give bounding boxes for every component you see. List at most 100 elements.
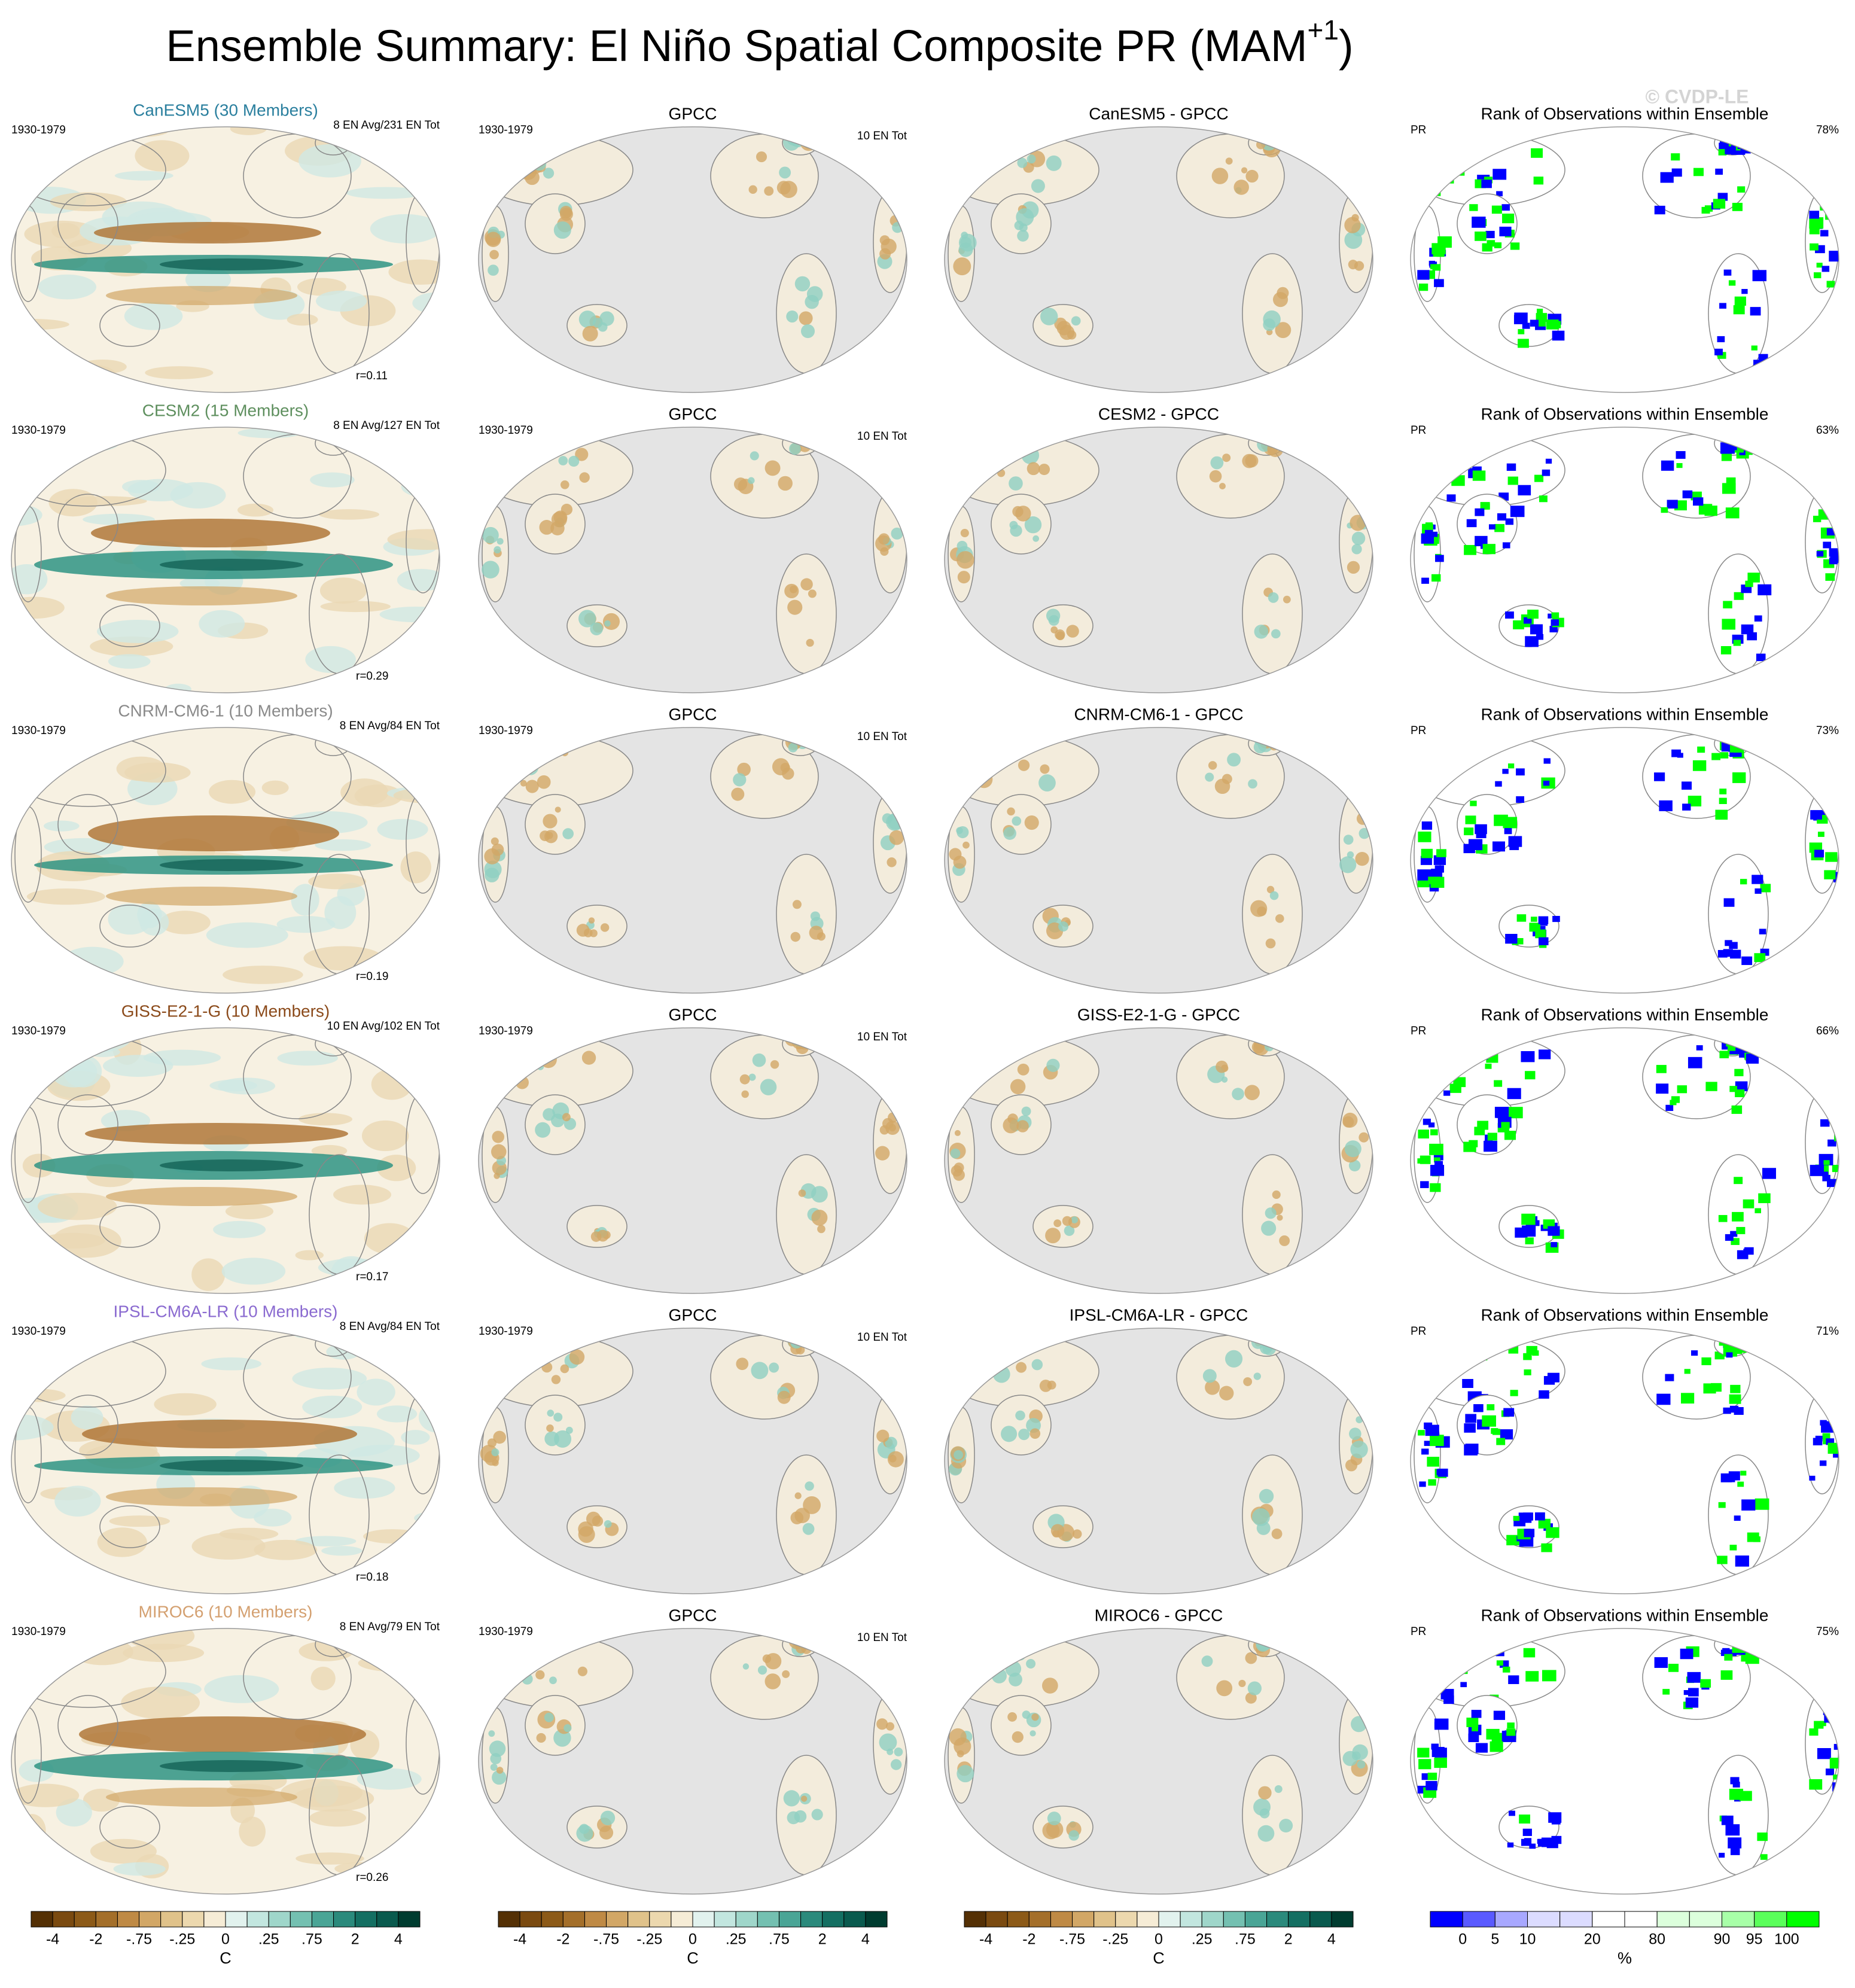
colorbar-label: 2	[818, 1931, 827, 1948]
rank-cell	[1505, 611, 1514, 619]
pattern-correlation: r=0.11	[356, 370, 388, 382]
rank-cell	[1421, 1773, 1430, 1780]
rank-cell	[1668, 1664, 1679, 1672]
diff-title: GISS-E2-1-G - GPCC	[1077, 1005, 1240, 1024]
anomaly-patch	[309, 1809, 367, 1827]
rank-cell	[1737, 436, 1750, 447]
anomaly-patch	[121, 1686, 200, 1719]
land	[57, 1695, 118, 1756]
land-anomaly	[803, 1496, 821, 1514]
rank-cell	[1740, 1636, 1747, 1641]
land-anomaly	[491, 1144, 507, 1159]
rank-cell	[1473, 1404, 1484, 1412]
land-anomaly	[482, 561, 499, 579]
title-main: Ensemble Summary: El Niño Spatial Compos…	[166, 21, 1307, 71]
rank-cell	[1717, 336, 1725, 343]
map	[1411, 1328, 1839, 1594]
colorbar-box	[1494, 1911, 1528, 1928]
land	[525, 1695, 586, 1756]
rank-cell	[1429, 1143, 1443, 1155]
land-anomaly	[880, 547, 889, 556]
anomaly-patch	[326, 1633, 392, 1649]
colorbar-label: .25	[258, 1931, 279, 1948]
rank-cell	[1817, 832, 1824, 837]
land-anomaly	[1350, 1441, 1368, 1459]
map	[11, 1028, 440, 1293]
pattern-correlation: r=0.26	[356, 1871, 388, 1884]
land-anomaly	[1219, 483, 1226, 489]
colorbar-box	[1072, 1911, 1095, 1928]
rank-cell	[1733, 640, 1741, 646]
colorbar-box	[1266, 1911, 1289, 1928]
land-anomaly	[794, 276, 811, 292]
land-anomaly	[750, 451, 759, 461]
land-anomaly	[876, 1429, 890, 1442]
land-anomaly	[794, 1508, 810, 1524]
anomaly-patch	[225, 1203, 274, 1220]
anomaly-patch	[230, 127, 267, 135]
anomaly-patch	[25, 1270, 52, 1293]
anomaly-patch	[118, 127, 171, 137]
colorbar-box	[31, 1911, 53, 1928]
rank-cell	[1508, 1107, 1523, 1119]
rank-cell	[1485, 230, 1495, 239]
land-anomaly	[1026, 1658, 1036, 1669]
land-anomaly	[536, 1733, 546, 1743]
colorbar-label: 4	[394, 1931, 403, 1948]
land-anomaly	[794, 1810, 807, 1823]
rank-cell	[1505, 518, 1514, 525]
anomaly-patch	[315, 839, 371, 851]
land-anomaly	[1271, 1528, 1283, 1539]
land-anomaly	[790, 931, 800, 942]
rank-cell	[1829, 557, 1838, 565]
en-info: 8 EN Avg/231 EN Tot	[333, 119, 440, 132]
rank-cell	[1503, 1408, 1515, 1417]
land-anomaly	[522, 1673, 533, 1685]
anomaly-patch	[397, 568, 440, 592]
rank-cell	[1438, 1064, 1449, 1073]
rank-cell	[1465, 1444, 1479, 1454]
anomaly-patch	[221, 1258, 286, 1285]
land-anomaly	[1021, 446, 1040, 464]
rank-cell	[1760, 948, 1769, 956]
land-anomaly	[1054, 317, 1067, 331]
land-anomaly	[578, 1521, 593, 1537]
land-anomaly	[1004, 1052, 1013, 1060]
anomaly-patch	[379, 607, 440, 623]
rank-cell	[1734, 744, 1744, 753]
rank-cell	[1484, 1140, 1497, 1152]
rank-cell	[1754, 615, 1762, 622]
land-anomaly	[782, 767, 794, 780]
anomaly-patch	[108, 654, 151, 669]
anomaly-patch	[311, 1144, 348, 1157]
rank-cell	[1428, 1479, 1436, 1486]
land-anomaly	[562, 828, 574, 839]
land-anomaly	[555, 806, 561, 813]
rank-cell	[1509, 1810, 1515, 1816]
land-anomaly	[1271, 629, 1281, 639]
land-anomaly	[1268, 592, 1279, 603]
rank-cell	[1661, 460, 1674, 471]
period: 1930-1979	[11, 1025, 66, 1037]
rank-cell	[1725, 507, 1740, 519]
land-anomaly	[569, 1349, 585, 1365]
rank-cell	[1518, 329, 1525, 334]
colorbar-label: .25	[726, 1931, 747, 1948]
anomaly-patch	[32, 741, 59, 769]
anomaly-patch	[333, 1185, 392, 1205]
rank-cell	[1525, 1237, 1534, 1244]
rank-cell	[1682, 490, 1693, 498]
rank-cell	[1430, 1435, 1444, 1447]
land-anomaly	[1345, 1459, 1358, 1472]
rank-cell	[1431, 531, 1438, 537]
land-anomaly	[484, 867, 499, 882]
rank-cell	[1529, 1843, 1536, 1849]
colorbar-box	[519, 1911, 542, 1928]
land-anomaly	[1221, 1076, 1228, 1083]
land	[991, 1395, 1052, 1456]
colorbar-box	[649, 1911, 672, 1928]
anomaly-patch	[78, 360, 127, 375]
rank-cell	[1704, 205, 1713, 212]
colorbar-box	[1158, 1911, 1181, 1928]
rank-cell	[1418, 1759, 1431, 1770]
